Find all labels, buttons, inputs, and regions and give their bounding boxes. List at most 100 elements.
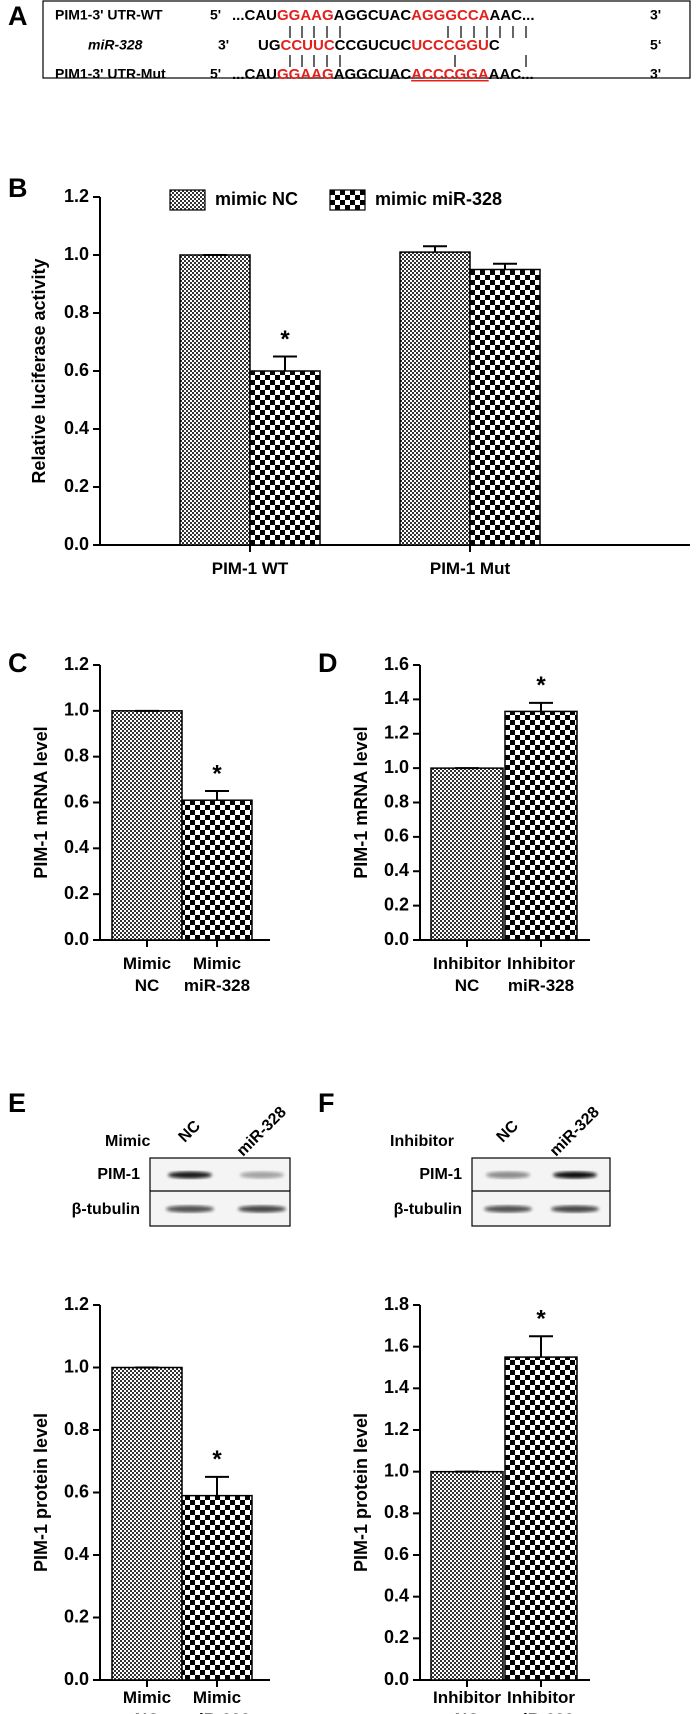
sequence-segment: UCCCGGU [411, 37, 489, 54]
bar [430, 767, 504, 941]
blot-row-label: PIM-1 [419, 1166, 462, 1183]
base-pair-lines [289, 26, 527, 67]
y-tick-label: 0.4 [64, 837, 89, 857]
sequence-name: PIM1-3' UTR-Mut [55, 66, 166, 82]
bar [181, 1494, 253, 1681]
y-tick-label: 0.6 [384, 826, 409, 846]
sequence-segment: GGAAG [277, 66, 334, 83]
blot-band [166, 1205, 214, 1213]
legend-swatch [169, 189, 206, 211]
y-tick-label: 0.6 [384, 1544, 409, 1564]
blot-lane-label: miR-328 [234, 1104, 290, 1160]
y-tick-label: 1.0 [64, 1356, 89, 1376]
y-tick-label: 1.4 [384, 688, 409, 708]
blot-band [486, 1171, 530, 1179]
bar [111, 710, 183, 941]
bar [179, 254, 251, 546]
x-tick-label: Mimic NC [122, 1688, 172, 1714]
sequence-segment: AAC... [490, 7, 535, 24]
y-tick-label: 1.2 [384, 723, 409, 743]
y-tick-label: 1.2 [384, 1419, 409, 1439]
sequence-end: 5' [210, 66, 221, 82]
panel-label: D [318, 648, 338, 678]
bar [249, 370, 321, 546]
error-bar [493, 262, 517, 270]
x-tick-label: Inhibitor NC [433, 1688, 501, 1714]
sequence-name: PIM1-3' UTR-WT [55, 7, 163, 23]
blot-treatment: Mimic [105, 1133, 150, 1150]
blot-band [551, 1205, 599, 1213]
sequence-segment: ...CAU [232, 66, 277, 83]
y-tick-label: 0.2 [64, 476, 89, 496]
y-tick-label: 1.6 [384, 654, 409, 674]
y-tick-label: 0.8 [64, 1419, 89, 1439]
blot-lane-label: NC [176, 1117, 205, 1146]
significance-label: * [212, 760, 222, 787]
sequence: UGCCUUCCCGUCUCUCCCGGUC [258, 37, 500, 54]
x-tick-label: Mimic NC [122, 954, 172, 995]
sequence: ...CAUGGAAGAGGCUACAGGGCCAAAC... [232, 7, 535, 24]
error-bar [205, 790, 229, 801]
y-tick-label: 0.0 [384, 1669, 409, 1689]
bar [469, 268, 541, 546]
sequence-segment: AGGCUAC [334, 66, 412, 83]
significance-label: * [280, 326, 290, 353]
sequence-segment: AAC... [489, 66, 534, 83]
y-tick-label: 0.8 [64, 302, 89, 322]
y-tick-label: 0.4 [64, 1544, 89, 1564]
sequence-segment: ...CAU [232, 7, 277, 24]
blot-row-label: PIM-1 [97, 1166, 140, 1183]
sequence: ...CAUGGAAGAGGCUACACCCGGAAAC... [232, 66, 534, 83]
sequence-segment: AGGCUAC [334, 7, 412, 24]
sequence-name: miR-328 [88, 37, 143, 53]
blot-treatment: Inhibitor [390, 1133, 454, 1150]
sequence-end: 5‘ [650, 37, 662, 53]
y-axis-label: PIM-1 mRNA level [351, 726, 371, 878]
y-axis-label: PIM-1 protein level [31, 1413, 51, 1572]
bar [430, 1470, 504, 1681]
sequence-end: 5' [210, 7, 221, 23]
y-axis-label: PIM-1 mRNA level [31, 726, 51, 878]
y-tick-label: 0.4 [384, 1585, 409, 1605]
y-tick-label: 1.4 [384, 1377, 409, 1397]
panel-label: C [8, 648, 28, 678]
bar [504, 1356, 578, 1681]
bar [504, 710, 578, 941]
y-tick-label: 0.6 [64, 791, 89, 811]
x-tick-label: Mimic miR-328 [183, 954, 251, 995]
y-tick-label: 0.0 [64, 1669, 89, 1689]
y-tick-label: 0.8 [384, 791, 409, 811]
blot-band [553, 1171, 597, 1179]
legend-swatch [329, 189, 366, 211]
blot-band [238, 1205, 286, 1213]
sequence-segment: ACCCGGA [411, 66, 489, 83]
blot-band [240, 1171, 284, 1179]
panel-a-frame [42, 0, 691, 79]
significance-label: * [536, 1306, 546, 1333]
legend-label: mimic miR-328 [375, 189, 502, 209]
bar [181, 799, 253, 941]
y-axis-label: PIM-1 protein level [351, 1413, 371, 1572]
significance-label: * [212, 1446, 222, 1473]
y-tick-label: 0.4 [384, 860, 409, 880]
y-tick-label: 0.0 [384, 929, 409, 949]
y-tick-label: 1.0 [384, 1460, 409, 1480]
sequence-end: 3' [650, 7, 661, 23]
x-tick-label: Inhibitor NC [433, 954, 501, 995]
error-bar [529, 701, 553, 712]
error-bar [205, 1475, 229, 1496]
error-bar [529, 1335, 553, 1358]
y-tick-label: 0.8 [64, 745, 89, 765]
blot-row-label: β-tubulin [72, 1201, 140, 1218]
panel-label: F [318, 1088, 335, 1118]
y-tick-label: 1.8 [384, 1294, 409, 1314]
sequence-segment: UG [258, 37, 281, 54]
blot-frame [471, 1157, 611, 1227]
blot-band [168, 1171, 212, 1179]
error-bar [423, 245, 447, 253]
panel-label: A [8, 1, 28, 31]
panel-label: E [8, 1088, 26, 1118]
x-tick-label: Mimic miR-328 [184, 1688, 250, 1714]
y-tick-label: 0.4 [64, 418, 89, 438]
